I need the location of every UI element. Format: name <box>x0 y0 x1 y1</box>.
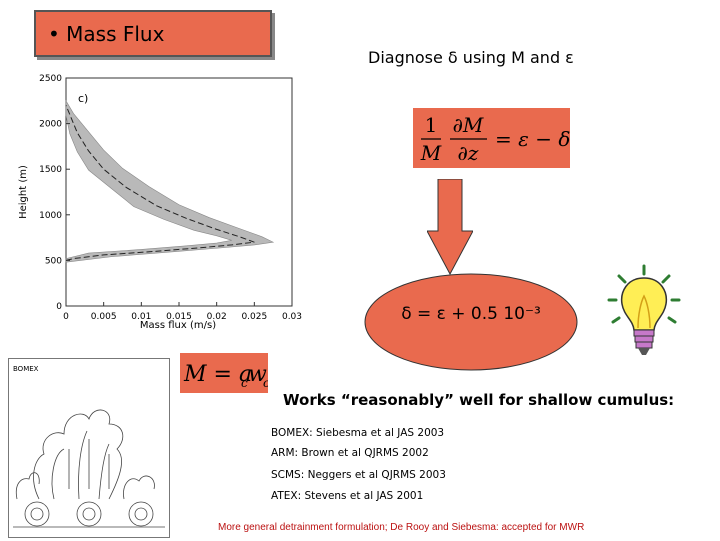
x-tick-label: 0.025 <box>241 312 267 322</box>
title-box <box>34 10 272 57</box>
reference-bomex: BOMEX: Siebesma et al JAS 2003 <box>271 427 445 439</box>
y-tick-label: 2000 <box>39 120 62 130</box>
equation-mass-flux-budget: 1 M ∂M ∂z = ε − δ <box>413 108 570 168</box>
plot-frame <box>65 77 293 307</box>
eq-left-w: w <box>248 362 267 387</box>
equation-mass-flux-definition: M = a c w c <box>180 353 270 393</box>
y-tick-label: 0 <box>56 302 62 312</box>
eq-left-sub2: c <box>263 376 268 390</box>
cloud-schematic-svg: BOMEX <box>13 365 165 528</box>
x-axis-label: Mass flux (m/s) <box>140 320 216 331</box>
x-tick-label: 0.005 <box>91 312 117 322</box>
x-tick-label: 0.01 <box>131 312 151 322</box>
inset-label: BOMEX <box>13 365 39 373</box>
lightbulb-icon <box>607 264 681 355</box>
formula-ellipse <box>364 273 578 371</box>
equation-left-svg: M = a c w c <box>183 362 270 390</box>
footer-note: More general detrainment formulation; De… <box>218 522 585 533</box>
y-axis-label: Height (m) <box>18 165 29 219</box>
cloud-schematic-inset: BOMEX <box>8 358 170 538</box>
x-tick-label: 0.02 <box>207 312 227 322</box>
reference-arm: ARM: Brown et al QJRMS 2002 <box>271 447 429 459</box>
works-heading: Works “reasonably” well for shallow cumu… <box>283 391 675 409</box>
eq-dM: ∂M <box>453 113 484 137</box>
y-tick-label: 1500 <box>39 165 62 175</box>
series-line-0 <box>65 105 255 261</box>
spread-band <box>65 99 275 263</box>
eq-rhs: = ε − δ <box>495 127 570 151</box>
mass-flux-chart: 0 0.005 0.01 0.015 0.02 0.025 0.03 0 500 1000 1500… <box>18 74 302 331</box>
y-tick-label: 2500 <box>39 74 62 84</box>
x-tick-label: 0.03 <box>282 312 302 322</box>
panel-label: c) <box>78 92 88 105</box>
eq-M: M <box>420 141 442 165</box>
equation-svg: 1 M ∂M ∂z = ε − δ <box>420 113 571 165</box>
detrainment-formula: δ = ε + 0.5 10⁻³ <box>401 304 541 324</box>
slide-title: • Mass Flux <box>48 22 165 46</box>
x-tick-label: 0.015 <box>166 312 192 322</box>
reference-scms: SCMS: Neggers et al QJRMS 2003 <box>271 469 446 481</box>
eq-left-sub1: c <box>241 376 248 390</box>
y-tick-label: 1000 <box>39 211 62 221</box>
y-tick-label: 500 <box>45 256 62 266</box>
x-tick-label: 0 <box>63 312 69 322</box>
eq-one: 1 <box>425 113 438 137</box>
eq-dz: ∂z <box>458 141 479 165</box>
down-arrow-icon <box>427 179 473 275</box>
subtitle: Diagnose δ using M and ε <box>368 48 574 67</box>
eq-left-main: M = a <box>183 362 252 387</box>
reference-atex: ATEX: Stevens et al JAS 2001 <box>271 490 424 502</box>
